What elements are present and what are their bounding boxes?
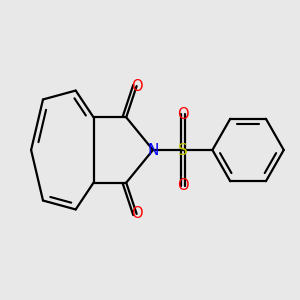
Text: O: O	[131, 206, 142, 221]
Text: S: S	[178, 142, 188, 158]
Text: O: O	[177, 178, 188, 193]
Text: O: O	[131, 79, 142, 94]
Text: N: N	[147, 142, 159, 158]
Text: O: O	[177, 107, 188, 122]
